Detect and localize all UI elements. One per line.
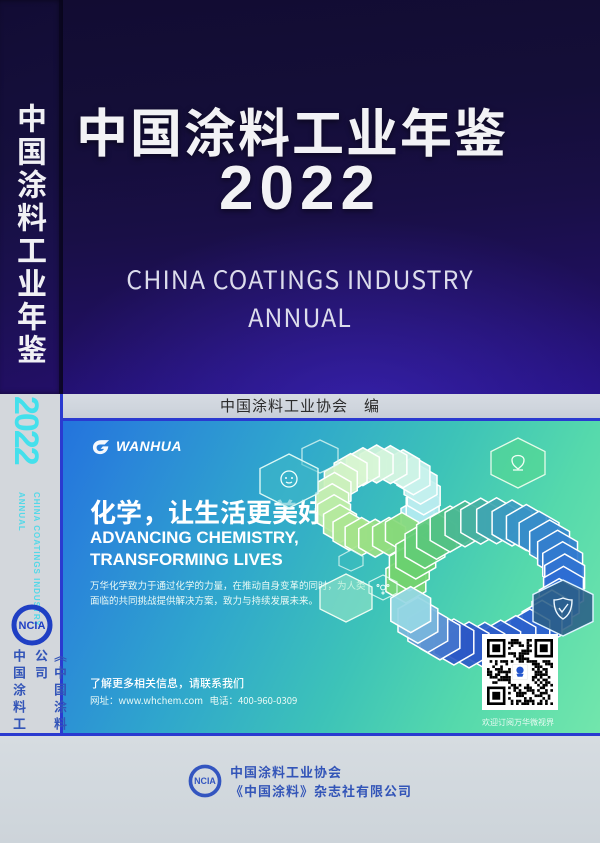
svg-text:NCIA: NCIA xyxy=(194,776,216,786)
svg-text:NCIA: NCIA xyxy=(19,620,46,632)
